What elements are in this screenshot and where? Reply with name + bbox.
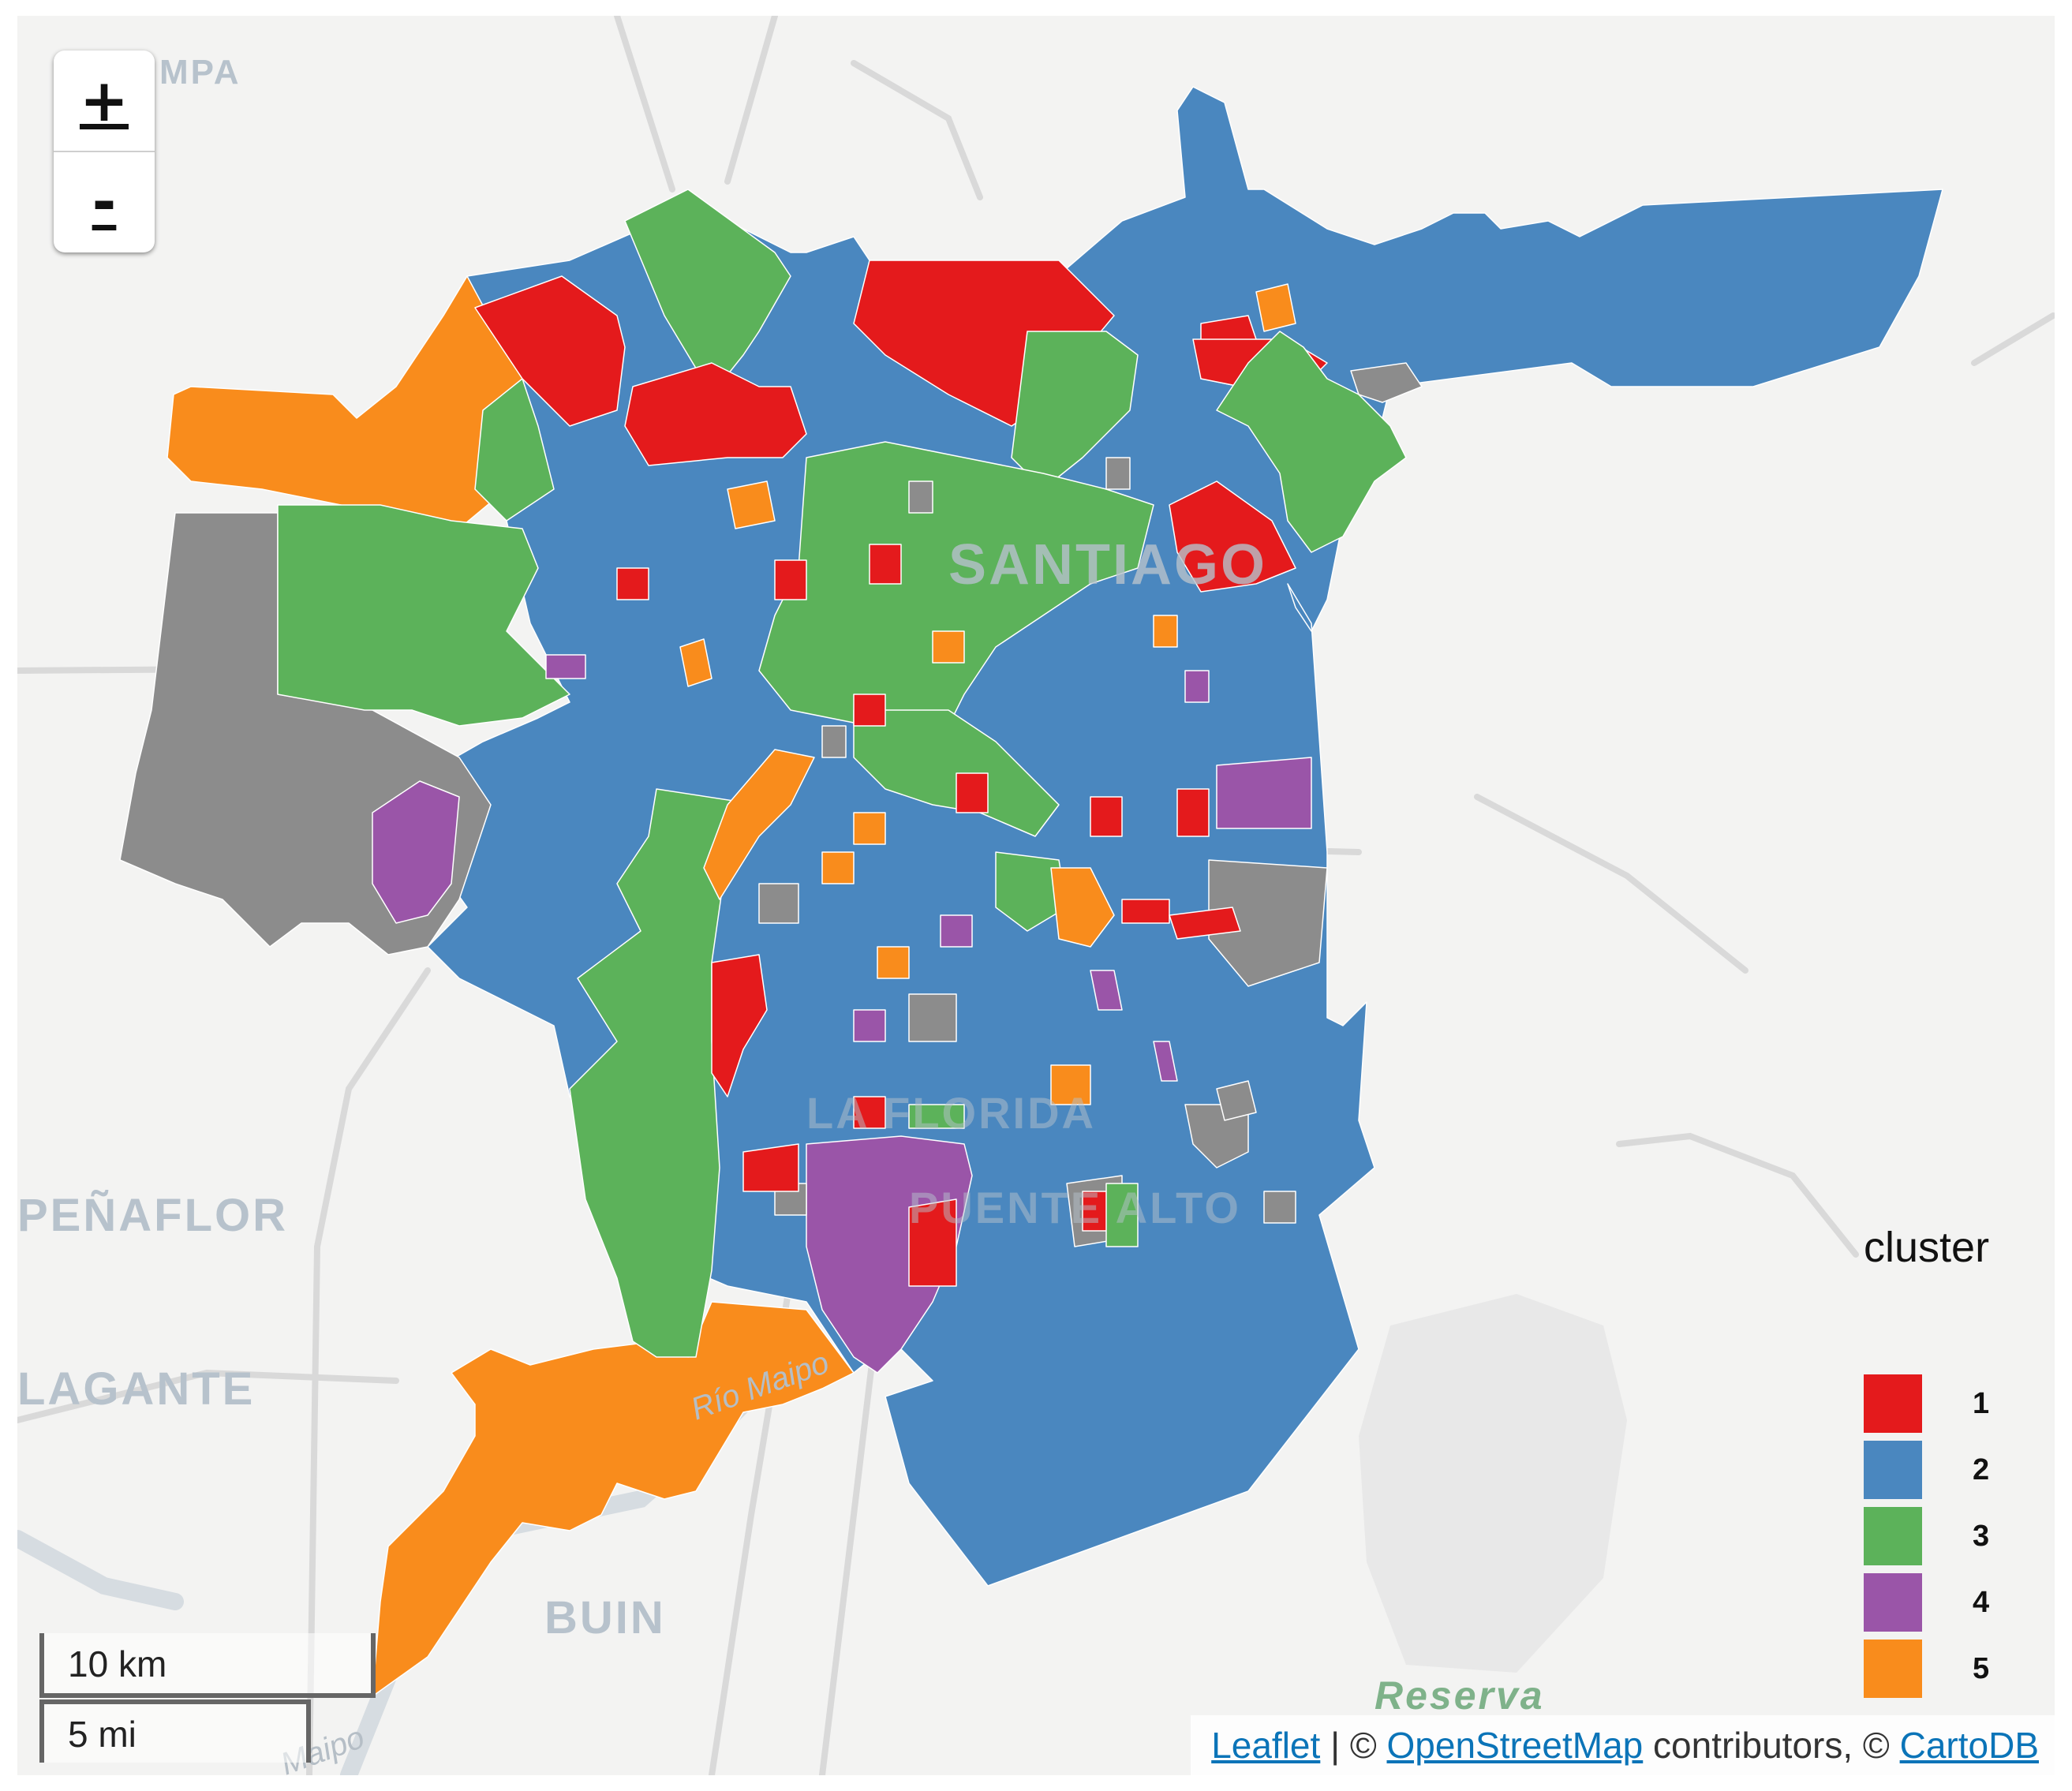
label-santiago: SANTIAGO [948,533,1267,596]
legend-label: 4 [1973,1586,1990,1619]
scale-bar-metric: 10 km [39,1633,376,1698]
cluster-5-region [1050,1064,1091,1105]
cluster-na-region [758,883,799,924]
legend-swatch [1864,1441,1922,1499]
label-penaflor: PEÑAFLOR [17,1190,288,1241]
legend-item-5: 5 [1864,1640,2037,1706]
cluster-na-region [1263,1191,1296,1224]
cluster-1-region [711,954,768,1097]
cluster-4-region [940,914,973,948]
cluster-5-region [1153,615,1178,648]
cluster-5-region [821,851,855,884]
cluster-4-region [545,654,586,679]
legend-label: 1 [1973,1387,1990,1420]
legend-item-3: 3 [1864,1507,2037,1573]
cluster-1-region [616,567,649,600]
map-legend: cluster 1 2 3 4 5 [1864,1223,2037,1712]
map-container[interactable]: MPA SANTIAGO PEÑAFLOR LAGANTE BUIN Reser… [17,16,2055,1775]
label-talagante: LAGANTE [17,1363,255,1415]
legend-swatch [1864,1573,1922,1632]
legend-swatch [1864,1640,1922,1698]
cartodb-link[interactable]: CartoDB [1899,1725,2039,1766]
legend-item-1: 1 [1864,1374,2037,1441]
openstreetmap-link[interactable]: OpenStreetMap [1386,1725,1644,1766]
cluster-5-region [932,630,965,664]
cluster-5-region [372,1301,855,1697]
cluster-na-region [821,725,847,758]
cluster-1-region [474,275,626,427]
cluster-1-region [853,694,886,727]
legend-title: cluster [1864,1224,1990,1271]
cluster-4-region [1184,670,1210,703]
cluster-na-region [1216,1080,1257,1121]
zoom-in-button[interactable]: + [54,50,155,152]
attribution-separator: | © [1320,1725,1387,1766]
cluster-5-region [679,638,712,687]
cluster-5-region [1255,283,1296,332]
cluster-4-region [1216,757,1312,829]
label-reserva: Reserva [1374,1673,1545,1718]
legend-item-2: 2 [1864,1441,2037,1507]
legend-label: 2 [1973,1453,1990,1486]
label-la-florida: LA FLORIDA [806,1088,1096,1138]
cluster-3-region [758,441,1154,727]
legend-item-4: 4 [1864,1573,2037,1640]
legend-label: 3 [1973,1520,1990,1553]
zoom-out-icon: - [92,167,117,236]
legend-swatch [1864,1374,1922,1433]
cluster-3-region [908,1104,965,1129]
cluster-5-region [1050,867,1115,948]
cluster-5-region [853,812,886,845]
cluster-na-region [908,480,933,514]
cluster-4-region [853,1009,886,1042]
cluster-3-region [1011,331,1139,490]
cluster-4-region [1153,1041,1178,1082]
cluster-1-region [1169,480,1296,593]
cluster-1-region [908,1198,957,1287]
legend-swatch [1864,1507,1922,1565]
attribution: Leaflet | © OpenStreetMap contributors, … [1191,1715,2055,1775]
basemap-park-area [1359,1294,1627,1673]
label-puente-alto: PUENTE ALTO [909,1183,1241,1232]
cluster-1-region [742,1143,799,1192]
cluster-5-region [877,946,910,979]
zoom-control: + - [54,50,155,252]
map-canvas[interactable]: MPA SANTIAGO PEÑAFLOR LAGANTE BUIN Reser… [17,16,2055,1775]
label-buin: BUIN [544,1592,666,1643]
cluster-1-region [1176,788,1210,837]
cluster-1-region [1121,899,1170,924]
cluster-4-region [806,1135,973,1374]
cluster-3-region [995,851,1068,932]
cluster-1-region [1169,907,1241,940]
cluster-4-region [1090,970,1123,1011]
cluster-5-region [727,480,776,529]
legend-label: 5 [1973,1652,1990,1685]
cluster-1-region [624,362,807,466]
cluster-4-region [372,780,460,924]
cluster-5-region [166,275,523,529]
cluster-3-region [277,504,570,727]
scale-bar-imperial: 5 mi [39,1699,311,1763]
cluster-1-region [869,544,902,585]
cluster-1-region [956,772,989,813]
cluster-na-region [1350,362,1423,403]
cluster-3-region [1216,331,1407,553]
cluster-na-region [1105,457,1131,490]
cluster-3-region [624,189,791,395]
zoom-out-button[interactable]: - [54,151,155,252]
cluster-1-region [774,559,807,600]
cluster-na-region [908,993,957,1042]
attribution-contributors: contributors, © [1643,1725,1900,1766]
zoom-in-icon: + [79,66,129,135]
cluster-regions [119,86,1943,1697]
label-pampa: MPA [159,53,241,92]
cluster-1-region [853,1096,886,1129]
leaflet-link[interactable]: Leaflet [1211,1725,1321,1766]
cluster-3-region [1105,1183,1139,1247]
cluster-5-region [703,749,815,900]
cluster-1-region [1090,796,1123,837]
